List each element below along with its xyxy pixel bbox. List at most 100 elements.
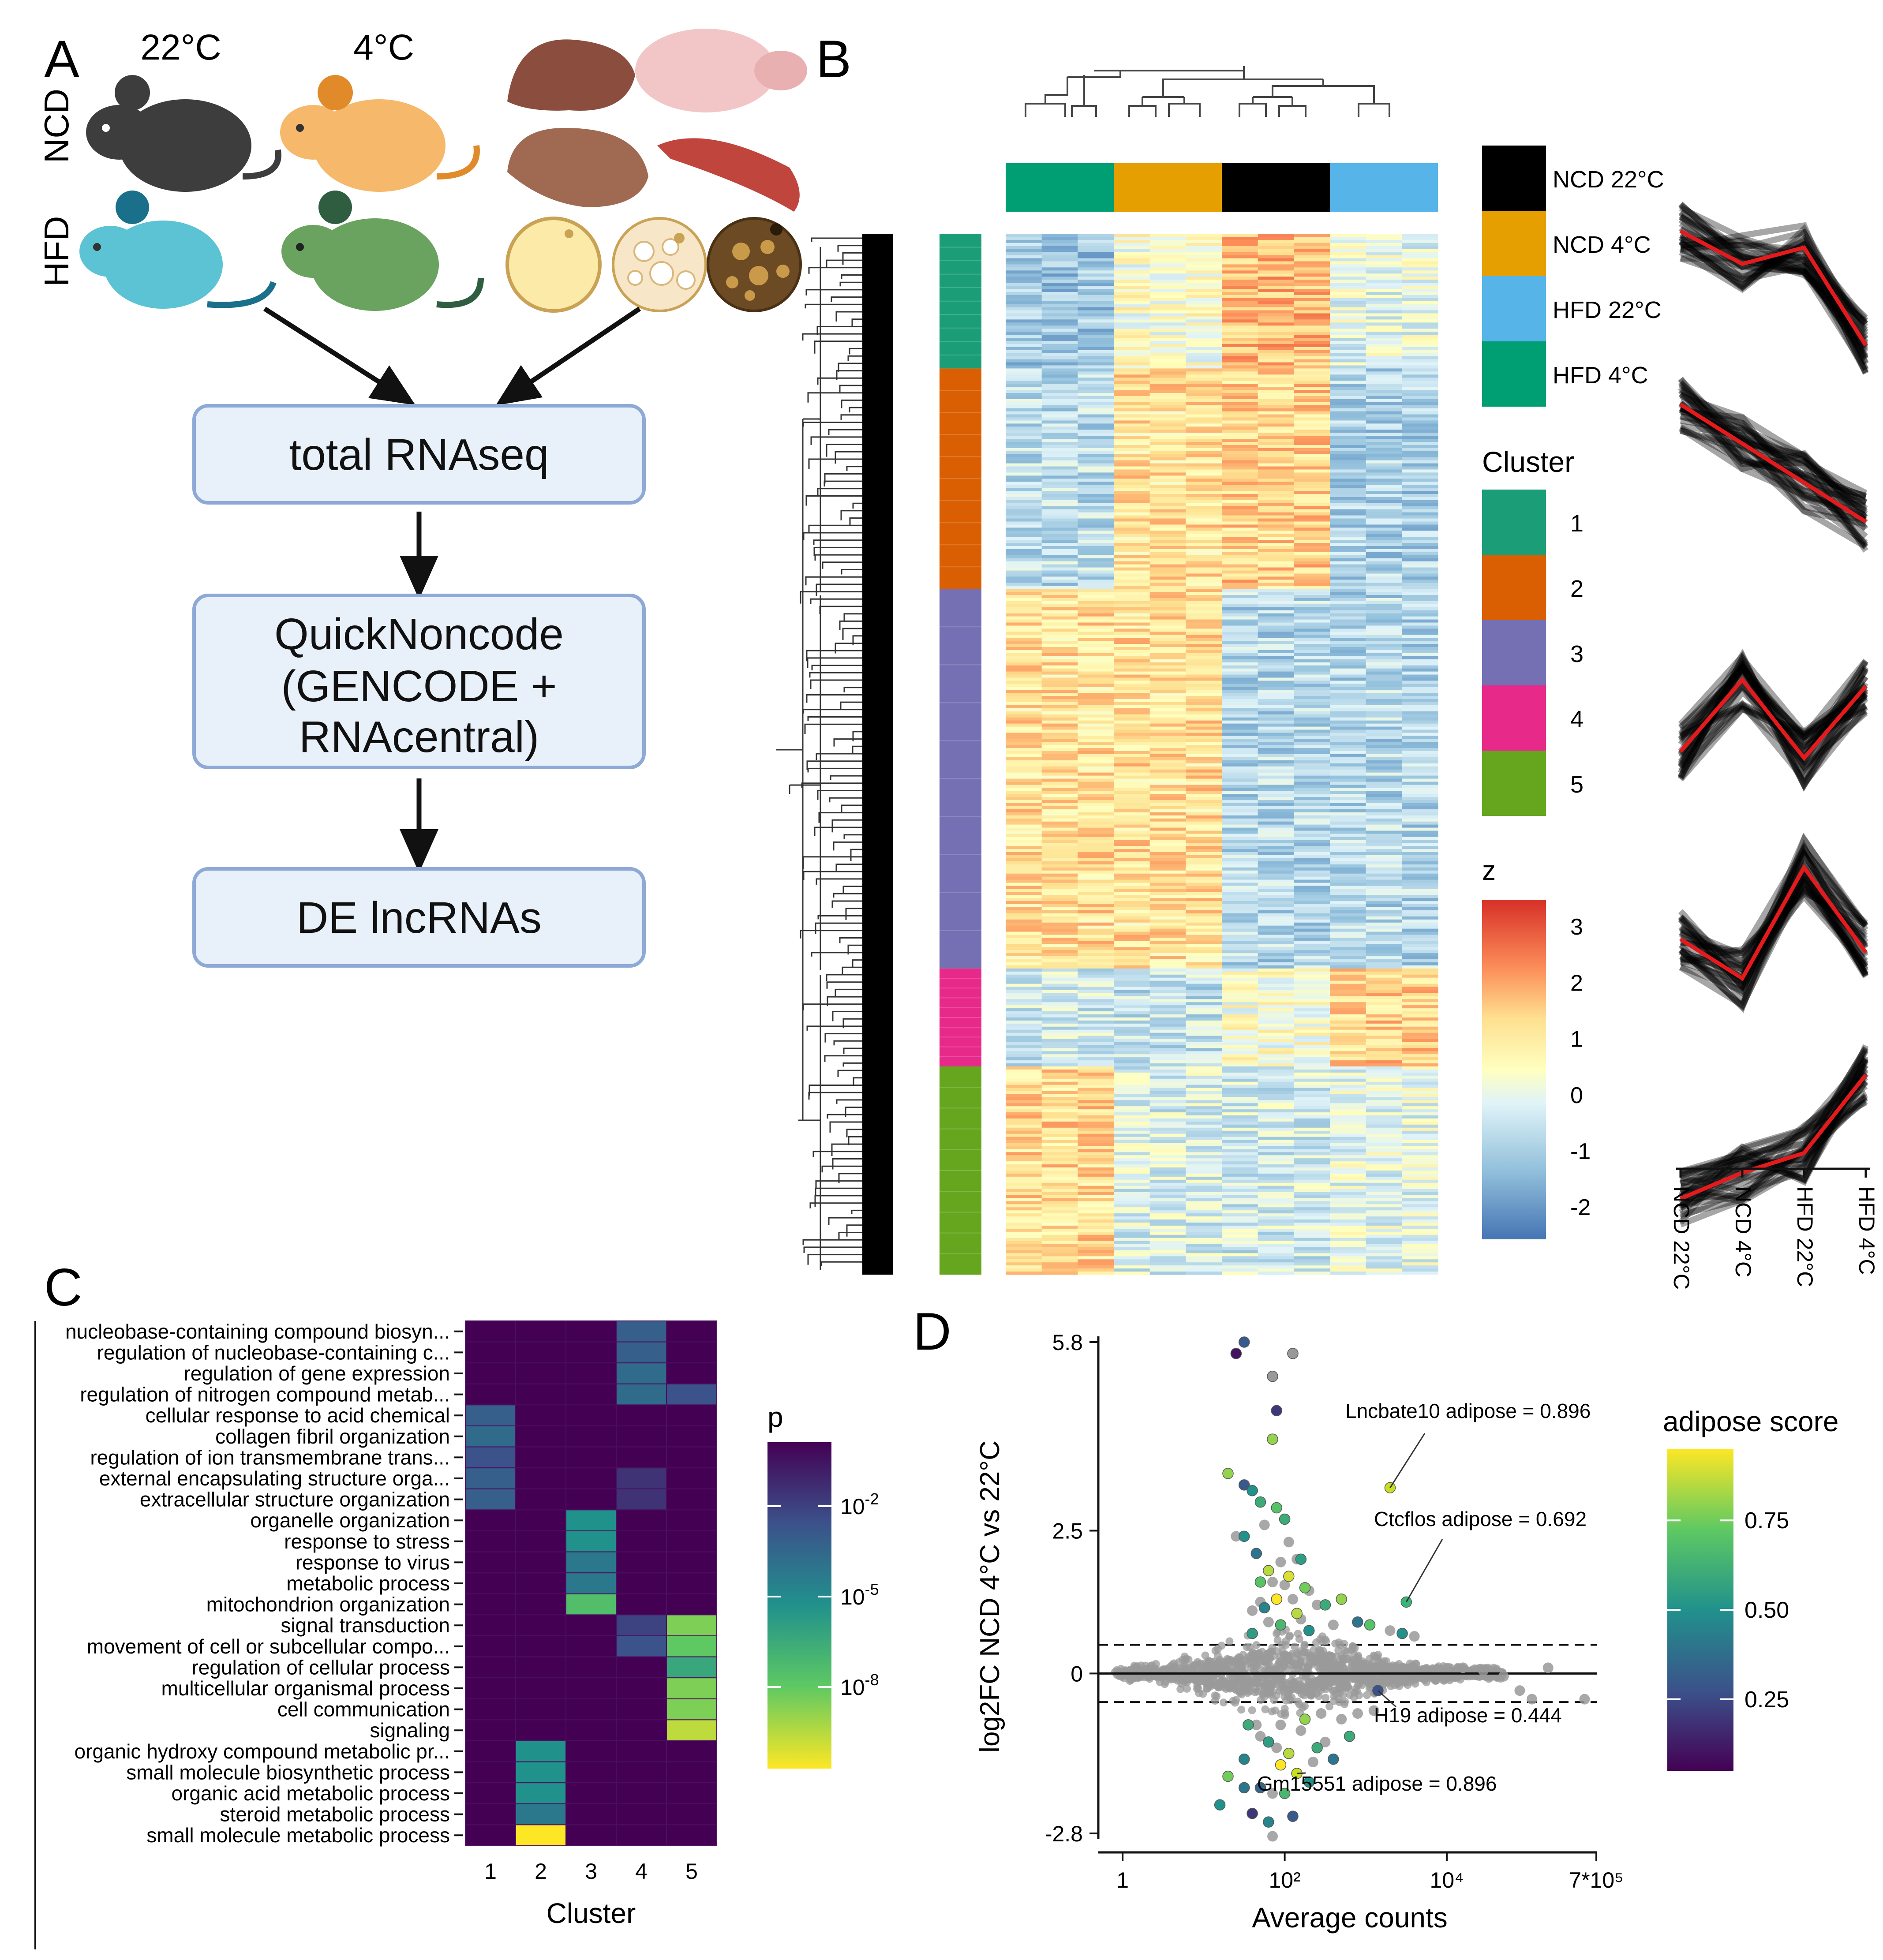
heatmap-cell (1114, 454, 1150, 458)
heatmap-cell (1222, 1130, 1258, 1134)
heatmap-cell (1041, 803, 1078, 807)
heatmap-cell (1258, 622, 1294, 626)
heatmap-cell (1402, 390, 1438, 393)
heatmap-cell (1114, 1182, 1150, 1186)
heatmap-cell (1149, 671, 1186, 675)
heatmap-cell (1294, 613, 1330, 617)
heatmap-cell (1402, 702, 1438, 706)
heatmap-cell (1186, 800, 1222, 804)
heatmap-cell (1258, 766, 1294, 770)
heatmap-cell (1186, 497, 1222, 501)
heatmap-cell (1006, 445, 1042, 449)
go-heatmap-cell (666, 1761, 717, 1784)
heatmap-cell (1078, 953, 1114, 957)
heatmap-cell (1258, 638, 1294, 641)
go-term-label: regulation of nucleobase-containing c... (97, 1341, 450, 1364)
heatmap-cell (1222, 353, 1258, 357)
heatmap-cell (1114, 1103, 1150, 1107)
heatmap-cell (1402, 1167, 1438, 1171)
cluster-tick-label: 4 (635, 1859, 648, 1884)
heatmap-cell (1258, 925, 1294, 929)
heatmap-cell (1402, 800, 1438, 804)
heatmap-cell (1114, 999, 1150, 1002)
heatmap-cell (1041, 592, 1078, 595)
heatmap-cell (1402, 414, 1438, 418)
heatmap-cell (1366, 889, 1402, 892)
heatmap-cell (1078, 252, 1114, 256)
heatmap-cell (1114, 785, 1150, 788)
heatmap-cell (1078, 1075, 1114, 1079)
d-y-tick-label: 5.8 (1052, 1330, 1083, 1355)
heatmap-cell (1258, 460, 1294, 464)
heatmap-cell (1294, 674, 1330, 678)
heatmap-cell (1114, 794, 1150, 797)
heatmap-cell (1258, 1091, 1294, 1094)
heatmap-cell (1186, 1173, 1222, 1177)
heatmap-cell (1258, 769, 1294, 773)
heatmap-cell (1078, 531, 1114, 534)
heatmap-cell (1006, 953, 1042, 957)
heatmap-cell (1330, 754, 1366, 758)
heatmap-cell (1330, 763, 1366, 767)
heatmap-cell (1078, 717, 1114, 721)
heatmap-cell (1114, 497, 1150, 501)
heatmap-cell (1114, 488, 1150, 491)
heatmap-cell (1186, 999, 1222, 1002)
heatmap-cell (1006, 555, 1042, 559)
heatmap-cell (1114, 338, 1150, 341)
heatmap-cell (1114, 892, 1150, 895)
heatmap-cell (1258, 1204, 1294, 1208)
heatmap-cell (1222, 524, 1258, 528)
heatmap-cell (1041, 610, 1078, 614)
heatmap-cell (1006, 1124, 1042, 1128)
heatmap-cell (1078, 1241, 1114, 1245)
cluster-profiles: NCD 22°C NCD 4°C HFD 22°C HFD 4°C (1669, 202, 1879, 1290)
heatmap-cell (1186, 1094, 1222, 1097)
heatmap-cell (1149, 420, 1186, 424)
heatmap-cell (1222, 347, 1258, 351)
heatmap-cell (1186, 607, 1222, 611)
heatmap-cell (1114, 1189, 1150, 1193)
heatmap-cell (1006, 782, 1042, 785)
heatmap-cell (1366, 491, 1402, 494)
heatmap-cell (1149, 595, 1186, 598)
heatmap-cell (1222, 956, 1258, 960)
profile-bundle-line (1680, 1066, 1868, 1175)
profile-bundle-line (1679, 1084, 1868, 1198)
heatmap-cell (1294, 855, 1330, 859)
heatmap-cell (1041, 555, 1078, 559)
heatmap-cell (1294, 754, 1330, 758)
heatmap-cell (1114, 485, 1150, 488)
cluster-legend-label: 2 (1570, 576, 1584, 602)
heatmap-cell (1258, 1133, 1294, 1137)
heatmap-cell (1402, 699, 1438, 703)
heatmap-cell (1222, 879, 1258, 883)
heatmap-cell (1294, 390, 1330, 393)
heatmap-cell (1114, 1192, 1150, 1196)
heatmap-cell (1222, 1216, 1258, 1220)
heatmap-cell (1222, 1268, 1258, 1272)
heatmap-cell (1294, 555, 1330, 559)
heatmap-cell (1149, 1118, 1186, 1122)
heatmap-cell (1222, 993, 1258, 996)
heatmap-cell (1006, 319, 1042, 323)
heatmap-cell (1222, 475, 1258, 479)
heatmap-cell (1041, 537, 1078, 540)
heatmap-cell (1366, 1133, 1402, 1137)
heatmap-cell (1294, 261, 1330, 265)
profile-bundle-line (1679, 399, 1867, 499)
heatmap-cell (1222, 488, 1258, 491)
heatmap-cell (1330, 307, 1366, 311)
heatmap-cell (1330, 812, 1366, 816)
heatmap-cell (1222, 619, 1258, 623)
heatmap-cell (1114, 329, 1150, 332)
heatmap-cell (1366, 864, 1402, 868)
heatmap-cell (1149, 1265, 1186, 1269)
heatmap-cell (1041, 1143, 1078, 1146)
heatmap-cell (1222, 922, 1258, 926)
heatmap-cell (1186, 338, 1222, 341)
heatmap-cell (1366, 931, 1402, 935)
heatmap-cell (1330, 325, 1366, 329)
heatmap-cell (1258, 824, 1294, 828)
heatmap-cell (1366, 990, 1402, 993)
